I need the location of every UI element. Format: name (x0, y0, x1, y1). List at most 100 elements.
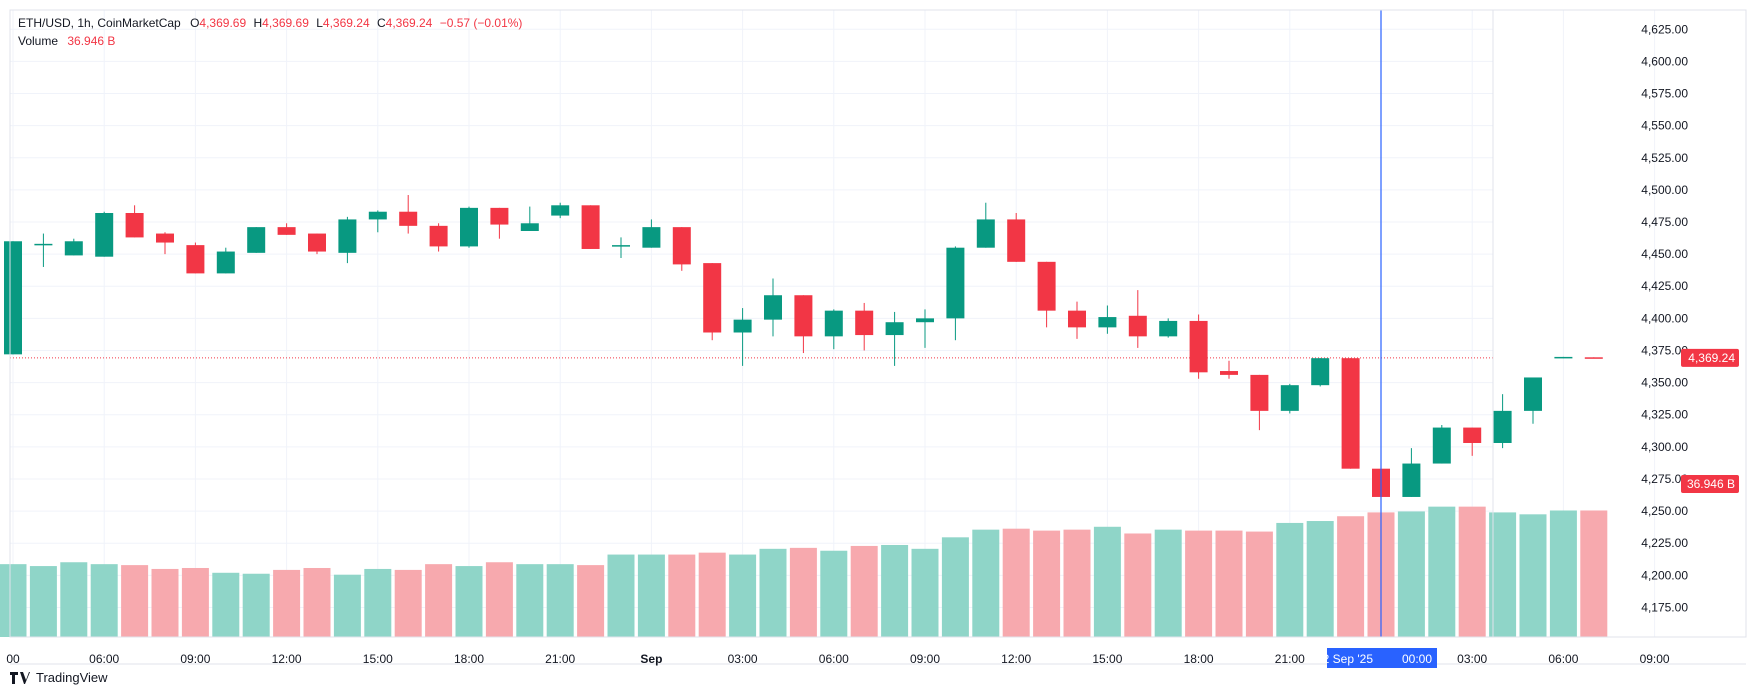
candle (916, 309, 934, 348)
candle-body (308, 233, 326, 252)
candle-body (1402, 463, 1421, 497)
candle-body (429, 225, 448, 247)
volume-bar (29, 566, 57, 637)
candle (976, 202, 995, 248)
volume-bar (212, 572, 240, 637)
candles (4, 195, 1603, 497)
volume-bar (333, 574, 361, 637)
time-tick-label: 15:00 (1092, 652, 1122, 666)
candle (1037, 261, 1056, 328)
volume-bar (759, 548, 787, 637)
candle (277, 223, 296, 235)
candle-body (1007, 219, 1026, 262)
candle-body (703, 263, 722, 333)
change-value: −0.57 (−0.01%) (439, 16, 523, 30)
candle-body (1463, 427, 1482, 443)
candle-body (916, 318, 934, 323)
candle-body (885, 322, 904, 336)
candle-body (95, 213, 114, 257)
candle (186, 242, 205, 274)
volume-bar (698, 552, 726, 637)
candle (1189, 314, 1208, 379)
price-tick-label: 4,500.00 (1641, 183, 1688, 197)
candle-body (216, 251, 235, 274)
candle (34, 233, 53, 267)
low-label: L (316, 16, 323, 30)
symbol-title[interactable]: ETH/USD, 1h, CoinMarketCap (18, 16, 181, 30)
volume-bar (455, 566, 483, 637)
candle-body (1584, 357, 1603, 359)
candle-body (1524, 377, 1542, 411)
time-tick-label: 18:00 (454, 652, 484, 666)
volume-bars (0, 506, 1608, 637)
candle-body (277, 227, 296, 235)
time-axis[interactable]: 00 06:00 09:00 12:00 15:00 18:00 21:00 Sep 03:00… (6, 648, 1670, 668)
candle-body (946, 247, 965, 319)
candle (156, 232, 174, 255)
candle (1402, 448, 1421, 497)
candle-body (1189, 320, 1208, 373)
candle-body (490, 207, 509, 225)
volume-bar (941, 537, 969, 637)
price-axis[interactable]: 4,625.00 4,600.00 4,575.00 4,550.00 4,525.00… (1641, 22, 1739, 614)
price-tick-label: 4,400.00 (1641, 311, 1688, 325)
price-tick-label: 4,225.00 (1641, 536, 1688, 550)
candle-body (672, 227, 691, 265)
candle-body (64, 241, 83, 256)
time-tick-label: Sep (640, 652, 662, 666)
candle (1250, 374, 1269, 431)
time-tick-label: 18:00 (1184, 652, 1214, 666)
close-label: C (376, 16, 386, 30)
candle-body (1220, 371, 1238, 375)
time-tick-label: 00 (6, 652, 20, 666)
candle (946, 246, 965, 341)
volume-bar (485, 562, 513, 637)
candle-body (1250, 374, 1269, 411)
volume-bar (1002, 528, 1030, 637)
time-tick-label: 12:00 (1001, 652, 1031, 666)
candle-body (1068, 310, 1086, 328)
open-value: 4,369.69 (199, 16, 247, 30)
ohlc-legend: ETH/USD, 1h, CoinMarketCap O4,369.69 H4,… (18, 15, 522, 31)
volume-bar (607, 554, 635, 637)
candle (520, 206, 539, 231)
tradingview-logo[interactable]: TradingView (10, 670, 108, 685)
candle-body (1098, 317, 1117, 328)
candle (1463, 427, 1482, 456)
candle (703, 263, 722, 341)
volume-label[interactable]: Volume (18, 34, 59, 48)
candle (612, 237, 630, 258)
price-tick-label: 4,325.00 (1641, 408, 1688, 422)
candle-body (156, 233, 174, 243)
candle (308, 233, 326, 255)
candle (4, 241, 22, 355)
candle-body (764, 295, 782, 320)
volume-bar (1397, 511, 1425, 637)
time-tick-label: 09:00 (1640, 652, 1670, 666)
time-tick-label: 03:00 (728, 652, 758, 666)
volume-bar (972, 529, 1000, 637)
close-value: 4,369.24 (385, 16, 433, 30)
candle-body (794, 295, 813, 337)
volume-bar (577, 565, 605, 637)
candle (794, 295, 813, 354)
volume-bar (850, 545, 878, 637)
candle (1098, 305, 1117, 334)
last-price-badge (1681, 348, 1739, 367)
volume-bar (1489, 512, 1517, 637)
price-tick-label: 4,275.00 (1641, 472, 1688, 486)
volume-bar (637, 554, 665, 637)
chart-frame (9, 9, 1747, 665)
candle (338, 216, 357, 264)
candle (399, 195, 418, 234)
candle-body (247, 227, 266, 253)
candle-body (1037, 261, 1056, 311)
price-tick-label: 4,375.00 (1641, 343, 1688, 357)
candle (490, 207, 509, 239)
candle (1220, 360, 1238, 379)
candle (672, 227, 691, 271)
volume-bar (1124, 533, 1152, 637)
candle (1068, 301, 1086, 339)
candle (429, 223, 448, 252)
